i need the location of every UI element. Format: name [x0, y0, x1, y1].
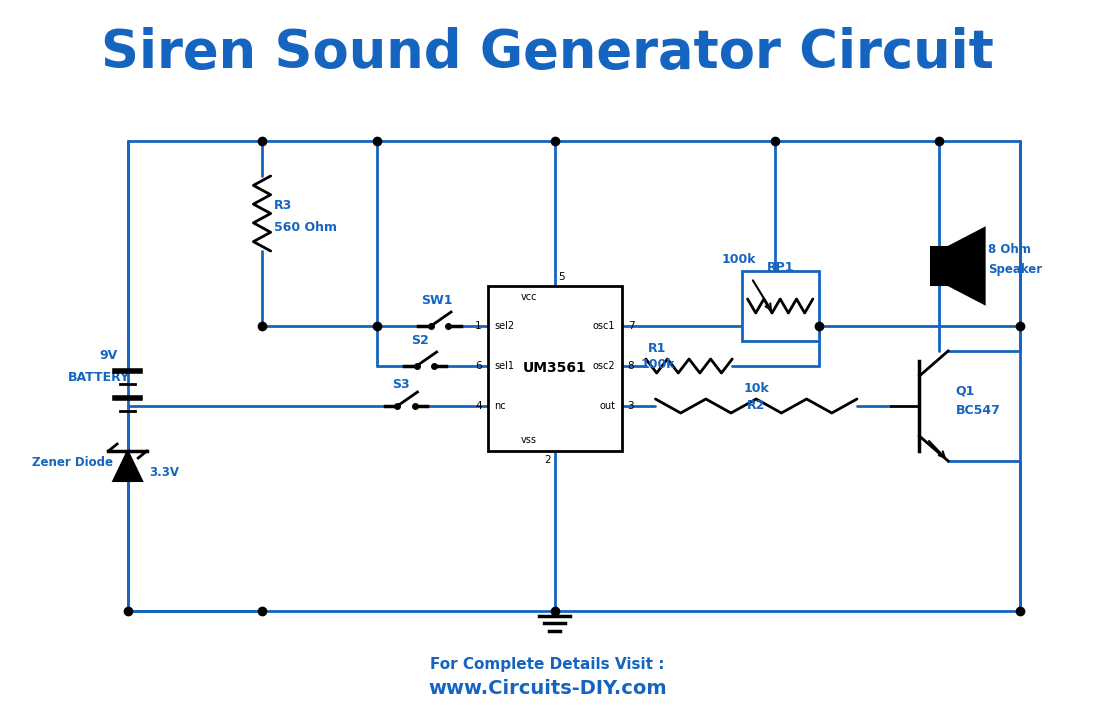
Text: R1: R1: [648, 342, 667, 355]
Text: 8 Ohm: 8 Ohm: [989, 243, 1031, 256]
Text: UM3561: UM3561: [522, 361, 587, 375]
Text: Siren Sound Generator Circuit: Siren Sound Generator Circuit: [101, 27, 994, 79]
Bar: [931, 247, 948, 285]
Text: RP1: RP1: [766, 261, 794, 274]
Text: 2: 2: [544, 455, 551, 465]
Polygon shape: [948, 228, 984, 304]
Text: 6: 6: [475, 361, 482, 371]
Text: 1: 1: [475, 321, 482, 331]
Text: osc2: osc2: [592, 361, 615, 371]
Text: 9V: 9V: [100, 349, 117, 362]
Text: BATTERY: BATTERY: [68, 371, 130, 384]
Text: S3: S3: [392, 378, 410, 391]
Polygon shape: [113, 451, 142, 481]
Text: 10k: 10k: [744, 382, 769, 395]
Text: 3.3V: 3.3V: [149, 466, 178, 479]
Text: 8: 8: [627, 361, 634, 371]
Text: SW1: SW1: [420, 294, 452, 307]
Text: For Complete Details Visit :: For Complete Details Visit :: [430, 658, 665, 673]
Text: sel1: sel1: [494, 361, 515, 371]
Bar: [741, 271, 819, 341]
Text: S2: S2: [412, 334, 429, 347]
Text: 3: 3: [627, 401, 634, 411]
Text: Speaker: Speaker: [989, 263, 1042, 276]
Text: R3: R3: [274, 199, 291, 212]
Text: 5: 5: [558, 272, 565, 282]
Text: osc1: osc1: [592, 321, 615, 331]
Text: 100k: 100k: [722, 253, 757, 266]
Bar: [487, 286, 622, 451]
Text: 7: 7: [627, 321, 634, 331]
Text: 4: 4: [475, 401, 482, 411]
Text: Zener Diode: Zener Diode: [32, 456, 113, 469]
Text: R2: R2: [747, 399, 765, 412]
Text: vss: vss: [521, 435, 538, 445]
Text: sel2: sel2: [494, 321, 515, 331]
Text: www.Circuits-DIY.com: www.Circuits-DIY.com: [428, 680, 667, 698]
Text: BC547: BC547: [956, 404, 1001, 417]
Text: 560 Ohm: 560 Ohm: [274, 221, 336, 234]
Text: nc: nc: [494, 401, 506, 411]
Text: 100k: 100k: [641, 358, 675, 371]
Text: out: out: [599, 401, 615, 411]
Text: Q1: Q1: [956, 384, 976, 397]
Text: vcc: vcc: [521, 292, 538, 302]
